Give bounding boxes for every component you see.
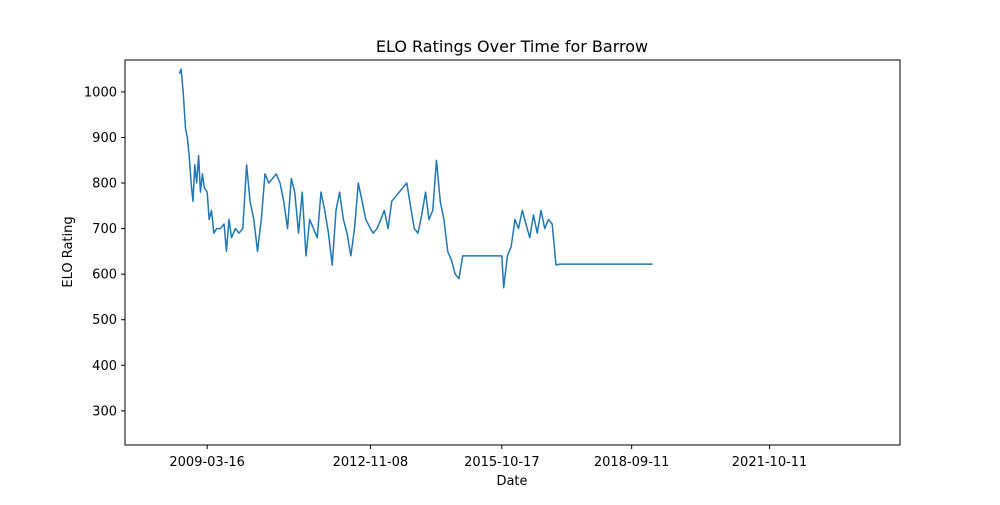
line-layer: [178, 68, 653, 289]
y-tick-label-6: 900: [92, 131, 117, 146]
x-tick-label-3: 2018-09-11: [594, 455, 670, 470]
x-axis: 2009-03-16 2012-11-08 2015-10-17 2018-09-11…: [169, 445, 807, 470]
series-line-0: [178, 68, 653, 289]
y-tick-label-3: 600: [92, 268, 117, 283]
y-tick-label-1: 400: [92, 359, 117, 374]
chart-title: ELO Ratings Over Time for Barrow: [376, 37, 648, 56]
y-tick-label-4: 700: [92, 222, 117, 237]
x-tick-label-1: 2012-11-08: [333, 455, 409, 470]
y-tick-label-0: 300: [92, 404, 117, 419]
x-tick-label-0: 2009-03-16: [169, 455, 245, 470]
x-tick-label-4: 2021-10-11: [732, 455, 808, 470]
y-tick-label-5: 800: [92, 177, 117, 192]
y-axis: 300 400 500 600 700 800 900 1000: [84, 85, 125, 419]
y-tick-label-7: 1000: [84, 85, 117, 100]
plot-area: [124, 59, 901, 446]
x-tick-label-2: 2015-10-17: [464, 455, 540, 470]
x-axis-label: Date: [496, 474, 527, 489]
y-axis-label: ELO Rating: [61, 216, 76, 287]
y-tick-label-2: 500: [92, 313, 117, 328]
